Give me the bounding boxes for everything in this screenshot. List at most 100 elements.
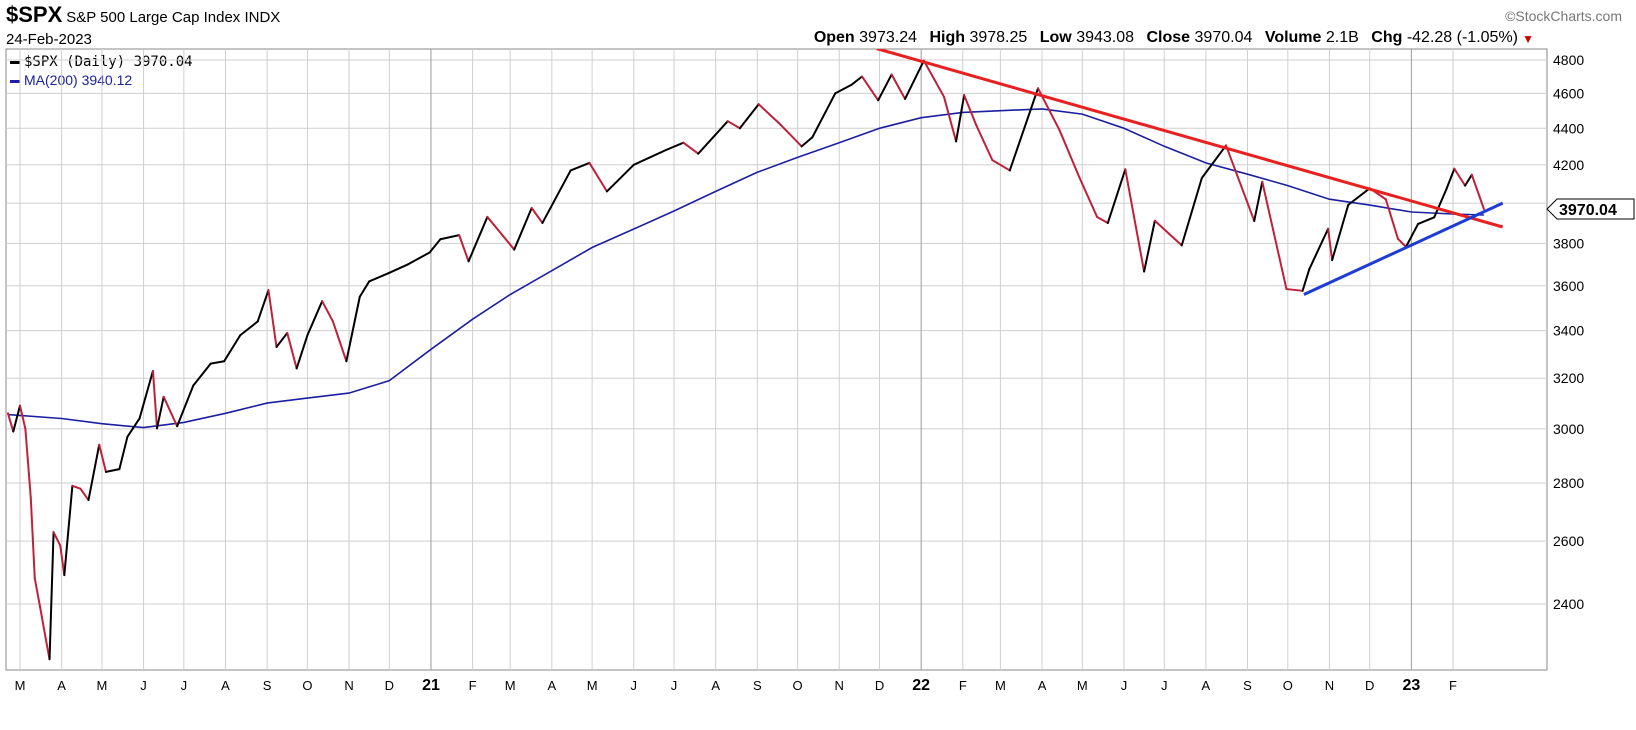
price-segment [861,75,880,102]
x-tick-label: M [587,678,598,693]
price-segment [757,103,780,124]
x-tick-label: D [385,678,394,693]
last-value-label: 3970.04 [1559,202,1617,219]
price-segment [1143,219,1156,273]
price-segment [664,141,685,151]
legend-price: $SPX (Daily) 3970.04 [10,54,193,70]
price-segment [800,136,814,148]
price-segment [33,577,42,609]
legend-price-swatch [10,60,20,64]
ohlc-summary: Open 3973.24 High 3978.25 Low 3943.08 Cl… [814,29,1518,47]
x-tick-label: S [1243,678,1252,693]
x-tick-label: F [1449,678,1457,693]
x-tick-label: J [631,678,638,693]
x-tick-label: J [1161,678,1168,693]
price-segment [368,271,391,283]
price-segment [1261,180,1288,291]
down-arrow-icon: ▼ [1522,32,1534,46]
price-segment [530,207,544,224]
x-tick-label: J [181,678,188,693]
x-tick-label: 21 [422,677,440,694]
price-segment [126,417,141,438]
price-segment [1470,173,1485,210]
close-label: Close [1146,29,1191,46]
y-tick-label: 2800 [1553,475,1584,491]
price-segment [155,395,165,430]
price-segment [513,207,533,251]
y-tick-label: 2400 [1553,596,1584,612]
x-tick-label: S [263,678,272,693]
price-segment [306,300,324,337]
price-segment [1008,87,1040,172]
legend-ma-label: MA(200) 3940.12 [24,72,133,88]
price-segment [991,159,1011,172]
price-segment [811,92,837,139]
price-segment [151,369,158,430]
high-label: High [929,29,965,46]
price-segment [1433,188,1448,219]
price-segment [52,531,62,547]
x-tick-label: J [671,678,678,693]
price-segment [458,234,470,263]
price-segment [162,395,179,428]
price-segment [486,215,516,251]
chart-date: 24-Feb-2023 [6,31,92,48]
y-tick-label: 3200 [1553,370,1584,386]
watermark: ©StockCharts.com [1505,8,1622,24]
x-tick-label: F [959,678,967,693]
price-segment [682,141,700,155]
price-segment [1078,176,1099,218]
legend-price-label: $SPX (Daily) 3970.04 [24,54,193,70]
price-segment [59,544,66,577]
price-segment [1200,144,1228,179]
y-tick-label: 4800 [1553,52,1584,68]
price-segment [632,148,667,166]
price-segment [1453,167,1467,187]
price-segment [439,234,461,241]
symbol: $SPX [6,2,63,27]
price-segment [588,161,608,193]
price-segment [192,362,212,387]
price-segment [39,606,47,639]
price-segment [79,487,90,502]
y-tick-label: 3800 [1553,235,1584,251]
chg-label: Chg [1371,29,1403,46]
price-segment [1417,216,1436,225]
x-tick-label: O [1283,678,1293,693]
y-tick-label: 4600 [1553,85,1584,101]
x-tick-label: O [793,678,803,693]
x-tick-label: A [547,678,556,693]
price-segment [569,161,591,172]
price-segment [850,75,864,86]
price-segment [922,59,945,98]
ma200-line [7,108,1484,429]
legend-ma: MA(200) 3940.12 [10,72,132,88]
price-segment [118,435,129,471]
support-trendline [1303,201,1504,296]
price-segment [87,443,101,502]
price-segment [295,334,309,370]
price-segment [345,295,361,363]
price-segment [1106,168,1127,224]
price-segment [388,263,410,274]
price-segment [955,94,966,143]
symbol-title: $SPX S&P 500 Large Cap Index INDX [6,2,280,28]
price-segment [1180,176,1203,247]
price-segment [1285,288,1304,292]
price-segment [209,360,226,365]
price-segment [286,331,298,370]
volume-value: 2.1B [1325,29,1359,46]
price-segment [1153,219,1183,247]
price-segment [1253,180,1264,222]
price-segment [267,289,278,348]
price-segment [321,300,334,323]
price-segment [1308,227,1330,271]
x-tick-label: A [57,678,66,693]
price-segment [331,320,348,363]
x-tick-label: J [140,678,147,693]
price-segment [24,427,32,499]
x-tick-label: N [1325,678,1334,693]
close-value: 3970.04 [1194,29,1253,46]
